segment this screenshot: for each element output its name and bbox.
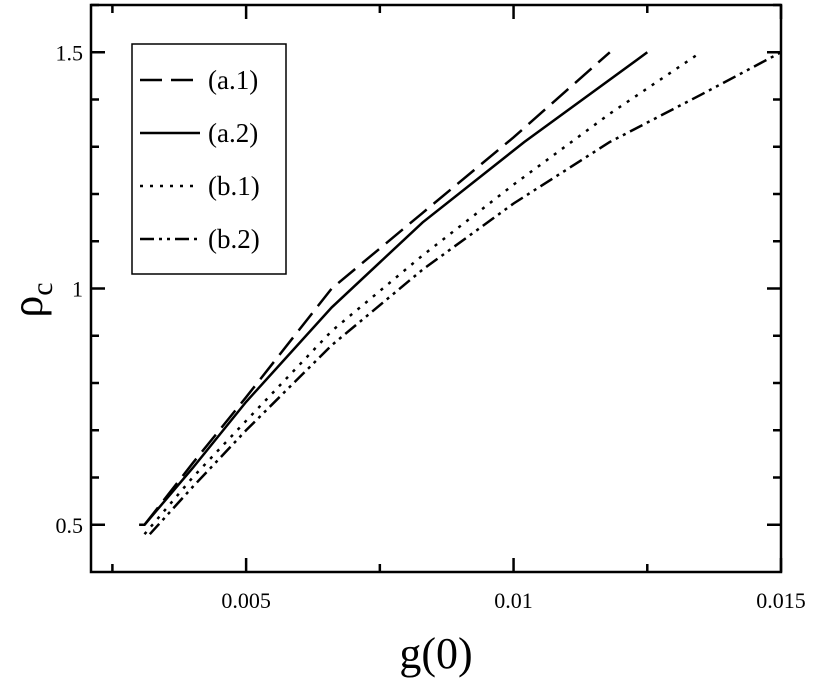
series-line bbox=[143, 51, 611, 526]
y-tick-label: 0.5 bbox=[56, 513, 84, 538]
y-tick-label: 1 bbox=[72, 277, 83, 302]
legend: (a.1) (a.2) (b.1) (b.2) bbox=[131, 43, 287, 275]
y-axis-label-symbol: ρ bbox=[3, 296, 52, 318]
x-tick-label: 0.005 bbox=[221, 588, 271, 613]
legend-label: (b.2) bbox=[208, 224, 260, 254]
x-tick-label: 0.015 bbox=[756, 588, 806, 613]
x-axis-label: g(0) bbox=[399, 629, 472, 678]
series-line bbox=[148, 51, 782, 536]
tick-labels: 0.005 0.01 0.015 0.5 1 1.5 bbox=[56, 40, 806, 613]
y-axis-label: ρc bbox=[3, 282, 59, 317]
y-axis-label-subscript: c bbox=[26, 282, 59, 295]
legend-label: (b.1) bbox=[208, 171, 260, 201]
x-tick-label: 0.01 bbox=[494, 588, 533, 613]
legend-label: (a.1) bbox=[208, 65, 258, 95]
tick-marks bbox=[91, 3, 783, 572]
y-tick-label: 1.5 bbox=[56, 40, 84, 65]
svg-text:ρc: ρc bbox=[3, 282, 59, 317]
series-lines bbox=[139, 51, 782, 536]
series-line bbox=[139, 51, 649, 527]
legend-box bbox=[131, 43, 287, 275]
legend-label: (a.2) bbox=[208, 118, 258, 148]
